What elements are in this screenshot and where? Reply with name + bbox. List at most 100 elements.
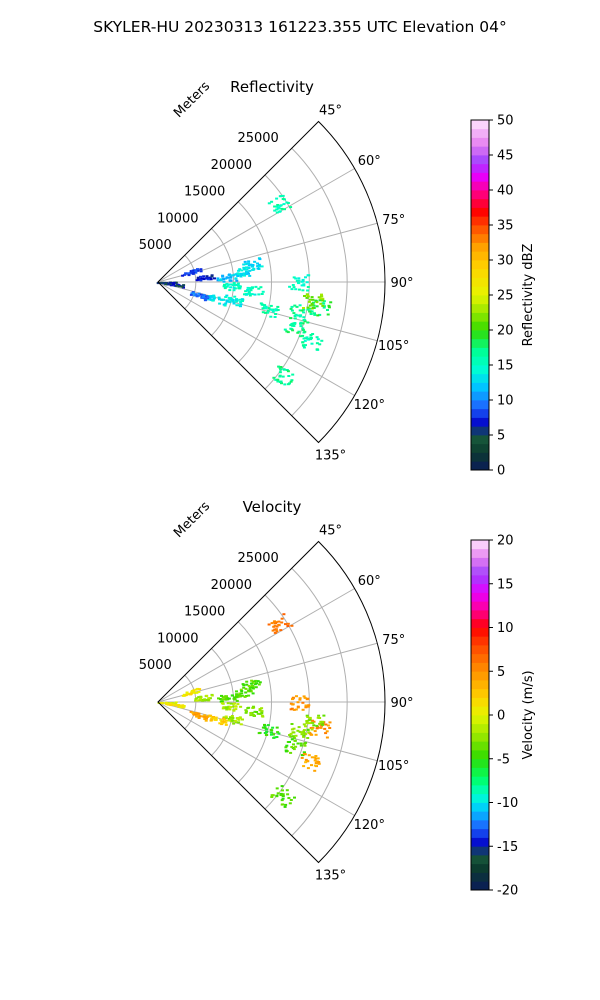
echo-speck — [270, 200, 274, 203]
colorbar-segment — [471, 190, 489, 200]
echo-speck — [300, 733, 304, 736]
echo-cluster — [194, 693, 214, 702]
echo-speck — [279, 368, 283, 371]
echo-speck — [302, 337, 306, 340]
colorbar-segment — [471, 723, 489, 733]
echo-speck — [197, 717, 201, 719]
echo-speck — [197, 292, 201, 295]
colorbar-segment — [471, 548, 489, 558]
radial-line — [157, 281, 355, 396]
echo-speck — [224, 723, 228, 726]
echo-speck — [189, 293, 193, 296]
azimuth-tick-label: 105° — [378, 339, 409, 354]
echo-cluster — [300, 753, 321, 772]
azimuth-tick-label: 90° — [390, 696, 413, 711]
echo-speck — [289, 307, 293, 310]
colorbar-segment — [471, 837, 489, 847]
colorbar-segment — [471, 662, 489, 672]
echo-speck — [294, 277, 298, 280]
echo-speck — [203, 699, 207, 702]
colorbar-label: Reflectivity dBZ — [521, 244, 536, 347]
echo-speck — [203, 299, 207, 302]
echo-speck — [274, 313, 278, 315]
echo-speck — [203, 698, 207, 701]
echo-speck — [295, 279, 299, 282]
colorbar-segment — [471, 408, 489, 418]
echo-speck — [224, 716, 228, 719]
echo-speck — [255, 682, 259, 685]
echo-speck — [328, 727, 332, 729]
echo-speck — [180, 285, 184, 288]
echo-speck — [292, 748, 296, 751]
colorbar-segment — [471, 566, 489, 576]
echo-speck — [235, 693, 239, 696]
echo-speck — [213, 277, 216, 280]
echo-speck — [303, 339, 307, 342]
echo-speck — [177, 704, 181, 707]
echo-speck — [250, 287, 254, 290]
echo-speck — [314, 299, 318, 302]
echo-speck — [299, 321, 303, 324]
echo-speck — [321, 304, 325, 307]
echo-speck — [310, 728, 314, 731]
echo-speck — [302, 319, 306, 321]
echo-speck — [310, 310, 314, 313]
colorbar-segment — [471, 198, 489, 208]
echo-speck — [286, 625, 290, 627]
echo-speck — [199, 270, 203, 273]
echo-cluster — [288, 274, 311, 292]
echo-speck — [321, 302, 325, 305]
colorbar-segment — [471, 172, 489, 182]
echo-speck — [308, 307, 312, 310]
echo-speck — [221, 698, 225, 701]
echo-speck — [286, 202, 290, 204]
echo-speck — [321, 720, 325, 723]
echo-speck — [191, 272, 195, 275]
echo-speck — [298, 698, 302, 701]
echo-speck — [273, 628, 277, 631]
echo-speck — [302, 723, 306, 726]
echo-speck — [323, 727, 327, 730]
echo-speck — [250, 293, 254, 296]
echo-speck — [302, 753, 306, 755]
echo-speck — [277, 365, 281, 368]
echo-speck — [302, 729, 306, 732]
range-tick-label: 10000 — [157, 212, 198, 227]
echo-speck — [273, 631, 277, 634]
echo-speck — [177, 285, 181, 288]
echo-speck — [304, 344, 307, 347]
echo-speck — [240, 272, 243, 275]
velocity-title: Velocity — [243, 498, 302, 516]
radial-line — [157, 588, 355, 703]
echo-speck — [247, 291, 251, 294]
echo-speck — [223, 287, 227, 290]
echo-speck — [300, 284, 304, 287]
echo-speck — [261, 311, 265, 314]
echo-speck — [311, 298, 315, 301]
echo-speck — [248, 687, 252, 690]
echo-speck — [197, 696, 201, 699]
echo-speck — [294, 708, 298, 711]
echo-speck — [198, 688, 202, 691]
echo-speck — [261, 290, 265, 293]
echo-speck — [209, 278, 213, 281]
echo-speck — [278, 204, 282, 207]
echo-cluster — [165, 702, 186, 709]
echo-cluster — [302, 293, 325, 310]
echo-speck — [228, 708, 232, 711]
echo-speck — [276, 380, 280, 383]
echo-speck — [209, 298, 213, 301]
echo-speck — [175, 284, 179, 287]
echo-speck — [194, 271, 198, 274]
echo-speck — [225, 285, 229, 288]
echo-speck — [298, 309, 302, 312]
echo-speck — [236, 717, 240, 720]
echo-speck — [260, 710, 264, 713]
echo-speck — [300, 756, 304, 759]
echo-speck — [294, 288, 298, 291]
echo-speck — [271, 310, 275, 313]
echo-speck — [293, 304, 297, 307]
echo-speck — [278, 381, 282, 383]
echo-speck — [285, 369, 289, 371]
echo-speck — [282, 613, 286, 616]
